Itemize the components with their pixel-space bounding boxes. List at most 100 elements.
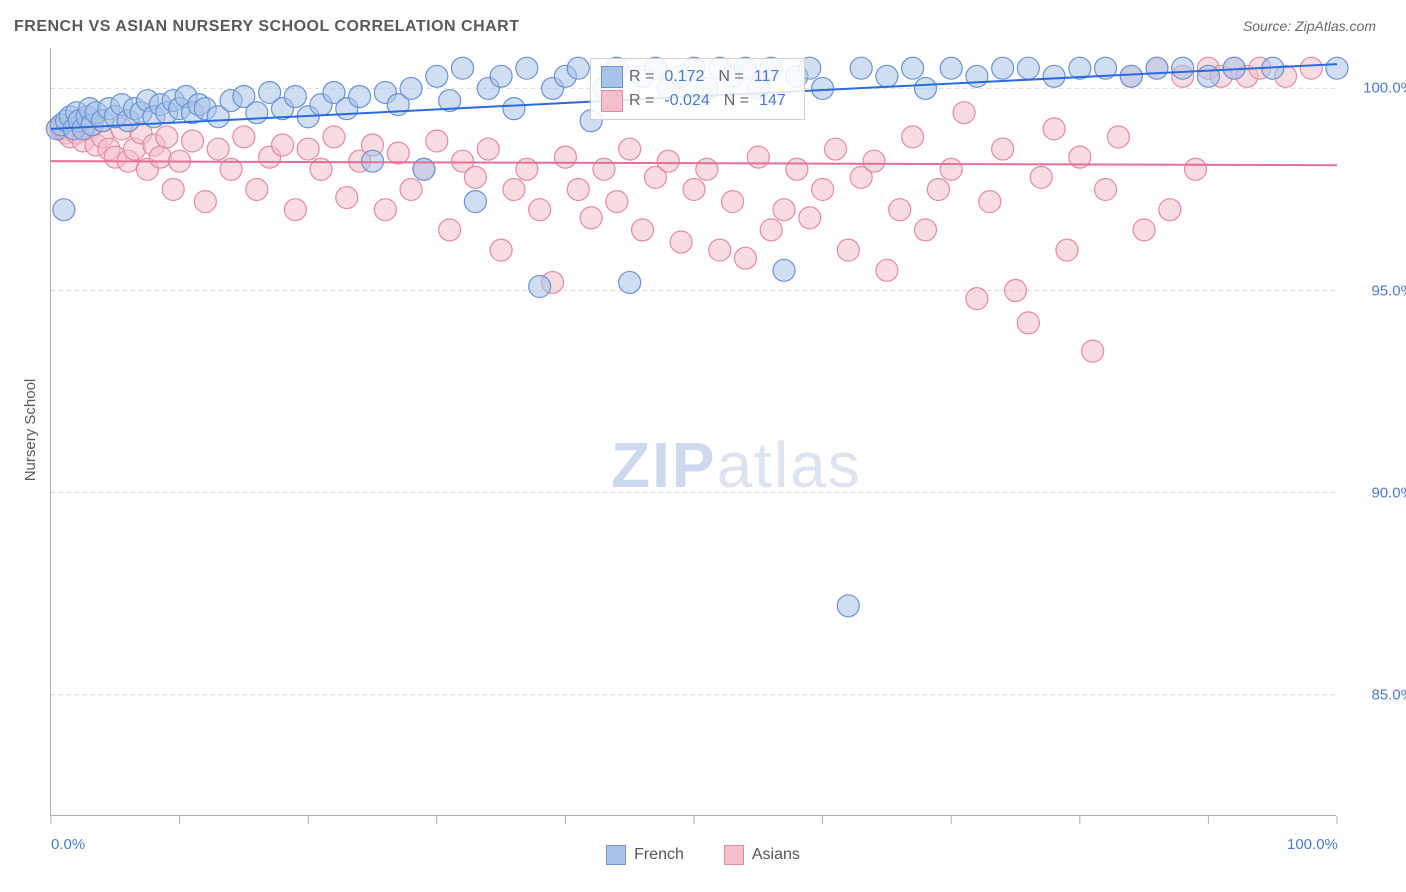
scatter-point	[271, 134, 293, 156]
scatter-point	[1185, 158, 1207, 180]
stats-row-asians: R = -0.024 N = 147	[601, 89, 794, 113]
y-tick-label: 90.0%	[1371, 484, 1406, 501]
scatter-point	[1056, 239, 1078, 261]
scatter-point	[297, 138, 319, 160]
chart-title: FRENCH VS ASIAN NURSERY SCHOOL CORRELATI…	[14, 18, 520, 36]
scatter-point	[1172, 57, 1194, 79]
scatter-point	[567, 57, 589, 79]
swatch-french	[601, 66, 623, 88]
y-tick-label: 100.0%	[1363, 80, 1406, 97]
scatter-point	[966, 65, 988, 87]
scatter-point	[876, 65, 898, 87]
scatter-point	[632, 219, 654, 241]
scatter-point	[246, 102, 268, 124]
y-tick-label: 95.0%	[1371, 282, 1406, 299]
scatter-point	[670, 231, 692, 253]
scatter-point	[953, 102, 975, 124]
y-tick-label: 85.0%	[1371, 686, 1406, 703]
scatter-point	[207, 138, 229, 160]
scatter-point	[1120, 65, 1142, 87]
scatter-point	[619, 138, 641, 160]
scatter-point	[722, 191, 744, 213]
n-label: N =	[724, 89, 749, 113]
scatter-point	[992, 57, 1014, 79]
scatter-point	[606, 191, 628, 213]
legend-label: French	[634, 846, 684, 864]
scatter-point	[889, 199, 911, 221]
scatter-point	[490, 65, 512, 87]
y-axis-title: Nursery School	[22, 379, 39, 482]
scatter-point	[1043, 65, 1065, 87]
scatter-point	[452, 57, 474, 79]
legend-swatch	[724, 845, 744, 865]
scatter-point	[580, 207, 602, 229]
scatter-point	[1326, 57, 1348, 79]
scatter-point	[902, 57, 924, 79]
scatter-point	[799, 207, 821, 229]
scatter-point	[1146, 57, 1168, 79]
scatter-point	[812, 178, 834, 200]
scatter-point	[284, 86, 306, 108]
scatter-point	[876, 259, 898, 281]
scatter-point	[1197, 65, 1219, 87]
scatter-point	[773, 199, 795, 221]
scatter-point	[162, 178, 184, 200]
scatter-point	[400, 178, 422, 200]
n-label: N =	[718, 65, 743, 89]
scatter-point	[516, 158, 538, 180]
scatter-point	[477, 138, 499, 160]
scatter-point	[914, 219, 936, 241]
scatter-point	[1095, 178, 1117, 200]
scatter-point	[683, 178, 705, 200]
scatter-point	[1017, 312, 1039, 334]
scatter-svg	[51, 48, 1336, 815]
scatter-point	[837, 239, 859, 261]
scatter-point	[940, 158, 962, 180]
scatter-point	[940, 57, 962, 79]
r-value-french: 0.172	[664, 65, 704, 89]
trend-line	[51, 161, 1337, 165]
legend-swatch	[606, 845, 626, 865]
scatter-point	[439, 219, 461, 241]
scatter-point	[1159, 199, 1181, 221]
scatter-point	[400, 77, 422, 99]
legend-item: Asians	[724, 845, 800, 865]
scatter-point	[233, 126, 255, 148]
scatter-point	[426, 65, 448, 87]
scatter-point	[786, 158, 808, 180]
scatter-point	[927, 178, 949, 200]
scatter-point	[246, 178, 268, 200]
scatter-point	[516, 57, 538, 79]
scatter-point	[554, 146, 576, 168]
scatter-point	[657, 150, 679, 172]
scatter-point	[1082, 340, 1104, 362]
scatter-point	[709, 239, 731, 261]
scatter-point	[979, 191, 1001, 213]
scatter-point	[1030, 166, 1052, 188]
scatter-point	[747, 146, 769, 168]
bottom-legend: French Asians	[0, 845, 1406, 870]
scatter-point	[181, 130, 203, 152]
scatter-point	[850, 57, 872, 79]
scatter-point	[902, 126, 924, 148]
scatter-point	[914, 77, 936, 99]
scatter-point	[387, 142, 409, 164]
stats-legend: R = 0.172 N = 117 R = -0.024 N = 147	[590, 58, 805, 120]
scatter-point	[349, 86, 371, 108]
scatter-point	[773, 259, 795, 281]
scatter-point	[593, 158, 615, 180]
scatter-point	[760, 219, 782, 241]
scatter-point	[323, 126, 345, 148]
scatter-point	[374, 199, 396, 221]
source-attribution: Source: ZipAtlas.com	[1243, 18, 1376, 34]
scatter-point	[284, 199, 306, 221]
scatter-point	[529, 199, 551, 221]
scatter-point	[490, 239, 512, 261]
scatter-point	[966, 288, 988, 310]
scatter-point	[992, 138, 1014, 160]
scatter-point	[696, 158, 718, 180]
scatter-point	[567, 178, 589, 200]
scatter-point	[529, 275, 551, 297]
scatter-point	[1133, 219, 1155, 241]
scatter-point	[194, 191, 216, 213]
